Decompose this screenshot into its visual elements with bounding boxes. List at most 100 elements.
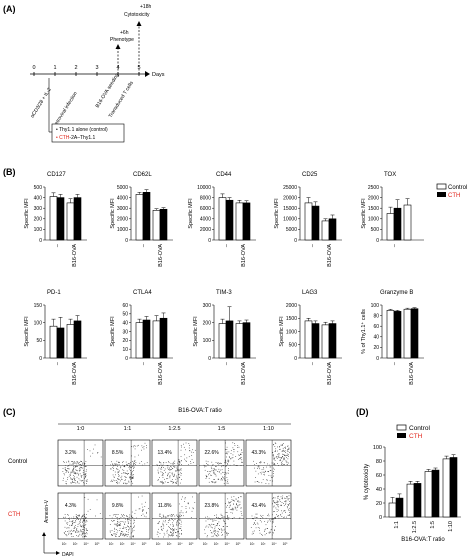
event-dot [158,523,160,525]
event-dot [193,508,194,510]
event-dot [72,479,73,481]
flow-x-tick: 10⁵ [283,542,289,546]
event-dot [69,463,71,465]
event-dot [287,451,289,452]
event-dot [128,466,130,468]
event-dot [161,481,162,483]
y-tick-label: 60 [122,303,128,309]
category-label: B16-OVA [327,244,333,267]
event-dot [131,472,133,474]
event-dot [85,473,87,474]
event-dot [221,463,222,464]
event-dot [278,455,280,457]
event-dot [250,527,252,528]
event-dot [134,459,136,461]
y-tick-label: 1500 [286,316,297,322]
event-dot [213,481,215,483]
event-dot [132,536,134,538]
event-dot [282,450,284,452]
event-dot [74,462,75,464]
event-dot [78,535,80,537]
event-dot [173,530,175,532]
y-tick-label: 80 [376,459,382,465]
event-dot [257,527,259,528]
event-dot [222,476,223,478]
event-dot [124,524,126,525]
event-dot [279,499,280,501]
event-dot [276,508,278,510]
event-dot [132,535,134,537]
event-dot [263,467,264,469]
event-dot [141,515,142,516]
event-dot [112,479,114,481]
event-dot [156,533,158,535]
event-dot [164,468,166,470]
event-dot [235,498,237,500]
event-dot [174,466,175,468]
event-dot [283,503,284,504]
event-dot [71,464,73,466]
bar [66,202,75,241]
event-dot [161,468,163,470]
event-dot [225,512,227,513]
y-tick-label: 0 [208,238,211,244]
event-dot [272,496,274,498]
gate-percentage: 8.5% [112,450,124,456]
y-tick-label: 50 [36,338,42,344]
y-tick-label: 6000 [200,206,211,212]
event-dot [127,526,129,528]
event-dot [76,466,77,467]
event-dot [72,520,73,522]
event-dot [163,467,164,468]
event-dot [159,477,160,479]
event-dot [239,504,241,506]
event-dot [237,451,239,453]
event-dot [146,462,148,464]
event-dot [230,496,232,498]
event-dot [241,452,243,453]
event-dot [281,462,283,464]
event-dot [269,480,271,482]
event-dot [231,508,233,510]
event-dot [119,536,120,538]
event-dot [73,530,74,531]
event-dot [208,481,210,483]
event-dot [240,457,241,459]
event-dot [116,523,118,525]
event-dot [129,536,131,538]
event-dot [111,530,113,531]
event-dot [126,536,128,537]
event-dot [158,521,160,523]
event-dot [163,515,164,517]
event-dot [82,462,84,464]
event-dot [168,462,170,464]
event-dot [112,481,113,482]
event-dot [177,478,178,480]
event-dot [72,482,74,483]
event-activation: αCD3/28 + IL-2 [30,87,53,119]
event-dot [213,479,215,480]
y-tick-label: 20 [122,338,128,344]
event-dot [241,449,242,451]
event-dot [128,481,130,483]
event-dot [113,477,115,478]
event-dot [72,481,73,482]
event-dot [157,469,159,471]
event-dot [85,480,87,482]
event-dot [262,517,264,519]
event-dot [218,471,220,473]
chart-title: CTLA4 [133,290,152,296]
event-dot [67,465,69,467]
event-dot [82,536,83,538]
ratio-label: 1:2.5 [168,426,180,432]
flow-x-tick: 10⁵ [142,542,148,546]
event-dot [274,458,275,459]
event-dot [279,460,281,462]
event-dot [173,481,175,483]
event-dot [141,495,143,497]
event-dot [190,517,192,518]
event-dot [77,461,78,463]
event-dot [287,514,289,516]
event-dot [178,474,179,476]
category-label: – [55,361,61,365]
